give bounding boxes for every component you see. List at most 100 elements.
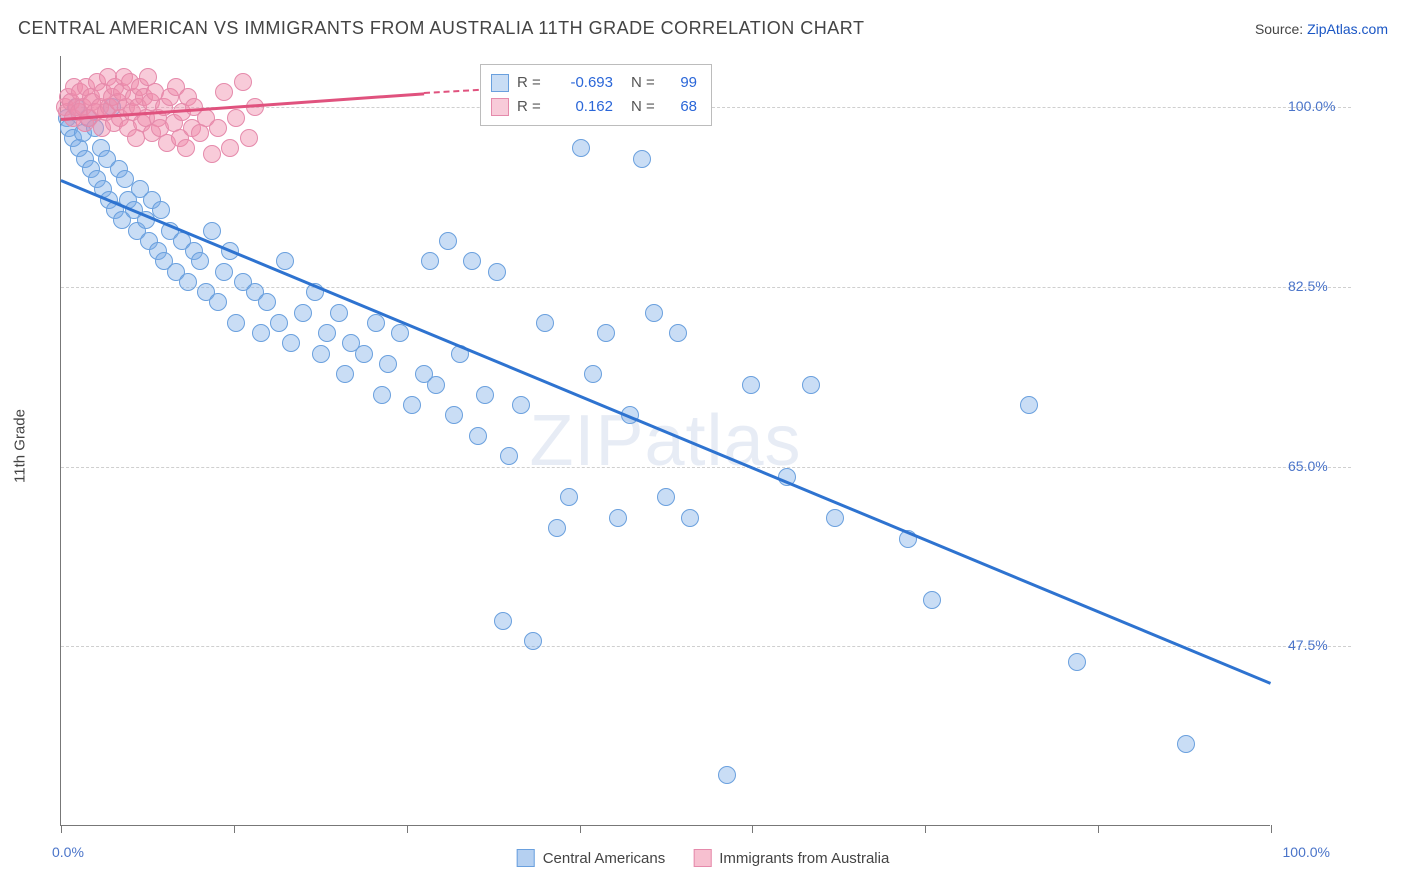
scatter-point <box>270 314 288 332</box>
y-tick-label: 82.5% <box>1288 278 1328 294</box>
scatter-point <box>379 355 397 373</box>
plot-area: ZIPatlas <box>60 56 1270 826</box>
source-link[interactable]: ZipAtlas.com <box>1307 21 1388 37</box>
y-tick-label: 47.5% <box>1288 637 1328 653</box>
scatter-point <box>203 145 221 163</box>
scatter-point <box>1020 396 1038 414</box>
scatter-point <box>669 324 687 342</box>
scatter-point <box>469 427 487 445</box>
scatter-point <box>373 386 391 404</box>
scatter-point <box>633 150 651 168</box>
stat-r-value: 0.162 <box>553 95 613 119</box>
scatter-point <box>355 345 373 363</box>
x-tick-label: 0.0% <box>52 844 84 860</box>
scatter-point <box>572 139 590 157</box>
stat-label: R = <box>517 71 545 95</box>
scatter-point <box>221 139 239 157</box>
source-attribution: Source: ZipAtlas.com <box>1255 21 1388 37</box>
scatter-point <box>439 232 457 250</box>
scatter-point <box>227 109 245 127</box>
scatter-point <box>252 324 270 342</box>
scatter-point <box>494 612 512 630</box>
scatter-point <box>240 129 258 147</box>
scatter-point <box>276 252 294 270</box>
x-tick <box>1271 825 1272 833</box>
scatter-point <box>476 386 494 404</box>
scatter-point <box>403 396 421 414</box>
scatter-point <box>246 98 264 116</box>
title-bar: CENTRAL AMERICAN VS IMMIGRANTS FROM AUST… <box>18 18 1388 39</box>
source-prefix: Source: <box>1255 21 1307 37</box>
scatter-point <box>681 509 699 527</box>
scatter-point <box>215 83 233 101</box>
scatter-point <box>336 365 354 383</box>
stats-legend-box: R = -0.693 N = 99 R = 0.162 N = 68 <box>480 64 712 126</box>
stat-n-value: 99 <box>667 71 697 95</box>
scatter-point <box>645 304 663 322</box>
scatter-point <box>584 365 602 383</box>
x-tick <box>407 825 408 833</box>
legend-label: Central Americans <box>543 850 666 867</box>
swatch-icon <box>491 98 509 116</box>
scatter-point <box>152 201 170 219</box>
x-tick <box>1098 825 1099 833</box>
scatter-point <box>215 263 233 281</box>
scatter-point <box>179 273 197 291</box>
x-tick <box>752 825 753 833</box>
scatter-point <box>488 263 506 281</box>
scatter-point <box>500 447 518 465</box>
scatter-point <box>294 304 312 322</box>
scatter-point <box>367 314 385 332</box>
legend-item: Immigrants from Australia <box>693 849 889 867</box>
scatter-point <box>560 488 578 506</box>
scatter-point <box>177 139 195 157</box>
scatter-point <box>234 73 252 91</box>
legend-label: Immigrants from Australia <box>719 850 889 867</box>
scatter-point <box>826 509 844 527</box>
scatter-point <box>512 396 530 414</box>
swatch-icon <box>693 849 711 867</box>
scatter-point <box>227 314 245 332</box>
x-tick <box>925 825 926 833</box>
chart-area: ZIPatlas 47.5%65.0%82.5%100.0% 0.0%100.0… <box>60 56 1350 826</box>
scatter-point <box>445 406 463 424</box>
stat-n-value: 68 <box>667 95 697 119</box>
trend-line <box>61 179 1272 684</box>
stat-r-value: -0.693 <box>553 71 613 95</box>
scatter-point <box>1068 653 1086 671</box>
scatter-point <box>191 124 209 142</box>
scatter-point <box>318 324 336 342</box>
grid-line <box>61 467 1351 468</box>
chart-title: CENTRAL AMERICAN VS IMMIGRANTS FROM AUST… <box>18 18 864 39</box>
scatter-point <box>203 222 221 240</box>
legend-item: Central Americans <box>517 849 666 867</box>
stat-label: N = <box>631 95 659 119</box>
y-tick-label: 65.0% <box>1288 458 1328 474</box>
stat-label: R = <box>517 95 545 119</box>
scatter-point <box>718 766 736 784</box>
scatter-point <box>191 252 209 270</box>
bottom-legend: Central Americans Immigrants from Austral… <box>517 840 890 876</box>
scatter-point <box>923 591 941 609</box>
stats-row: R = 0.162 N = 68 <box>491 95 697 119</box>
scatter-point <box>258 293 276 311</box>
scatter-point <box>282 334 300 352</box>
scatter-point <box>524 632 542 650</box>
swatch-icon <box>491 74 509 92</box>
scatter-point <box>597 324 615 342</box>
scatter-point <box>209 119 227 137</box>
stat-label: N = <box>631 71 659 95</box>
scatter-point <box>463 252 481 270</box>
swatch-icon <box>517 849 535 867</box>
scatter-point <box>330 304 348 322</box>
scatter-point <box>391 324 409 342</box>
y-tick-label: 100.0% <box>1288 98 1335 114</box>
x-tick <box>580 825 581 833</box>
scatter-point <box>609 509 627 527</box>
x-tick-label: 100.0% <box>1283 844 1330 860</box>
scatter-point <box>536 314 554 332</box>
scatter-point <box>421 252 439 270</box>
stats-row: R = -0.693 N = 99 <box>491 71 697 95</box>
scatter-point <box>1177 735 1195 753</box>
x-tick <box>234 825 235 833</box>
